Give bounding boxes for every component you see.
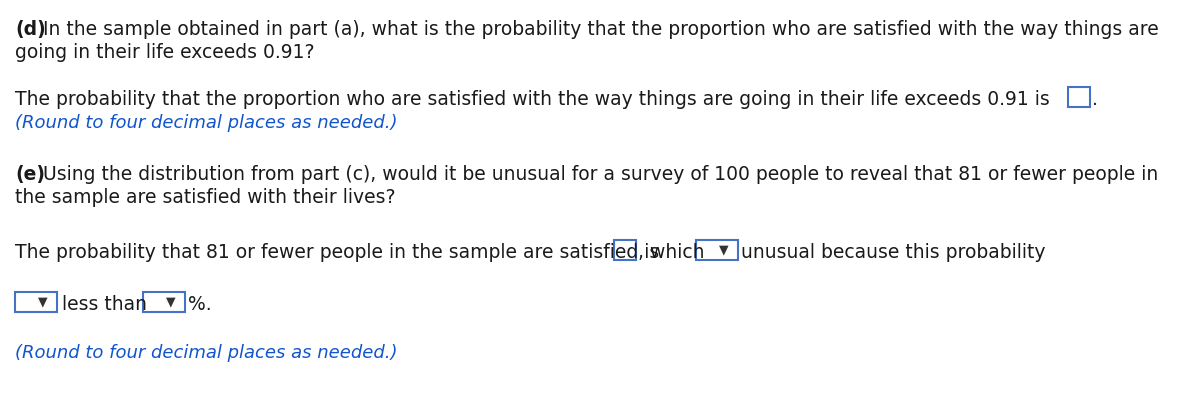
Text: (Round to four decimal places as needed.): (Round to four decimal places as needed.… [14, 344, 397, 362]
Text: ▼: ▼ [719, 243, 728, 257]
Text: Using the distribution from part (c), would it be unusual for a survey of 100 pe: Using the distribution from part (c), wo… [37, 165, 1158, 184]
Text: ▼: ▼ [166, 296, 175, 308]
Text: ▼: ▼ [37, 296, 47, 308]
Text: %.: %. [188, 295, 211, 314]
Text: In the sample obtained in part (a), what is the probability that the proportion : In the sample obtained in part (a), what… [37, 20, 1159, 39]
Text: the sample are satisfied with their lives?: the sample are satisfied with their live… [14, 188, 396, 207]
Text: less than: less than [62, 295, 148, 314]
Text: (d): (d) [14, 20, 46, 39]
Text: .: . [1092, 90, 1098, 109]
Text: The probability that 81 or fewer people in the sample are satisfied is: The probability that 81 or fewer people … [14, 243, 659, 262]
Text: (e): (e) [14, 165, 46, 184]
Text: The probability that the proportion who are satisfied with the way things are go: The probability that the proportion who … [14, 90, 1050, 109]
Text: going in their life exceeds 0.91?: going in their life exceeds 0.91? [14, 43, 314, 62]
Text: , which: , which [638, 243, 704, 262]
Text: (Round to four decimal places as needed.): (Round to four decimal places as needed.… [14, 114, 397, 132]
Text: unusual because this probability: unusual because this probability [742, 243, 1045, 262]
